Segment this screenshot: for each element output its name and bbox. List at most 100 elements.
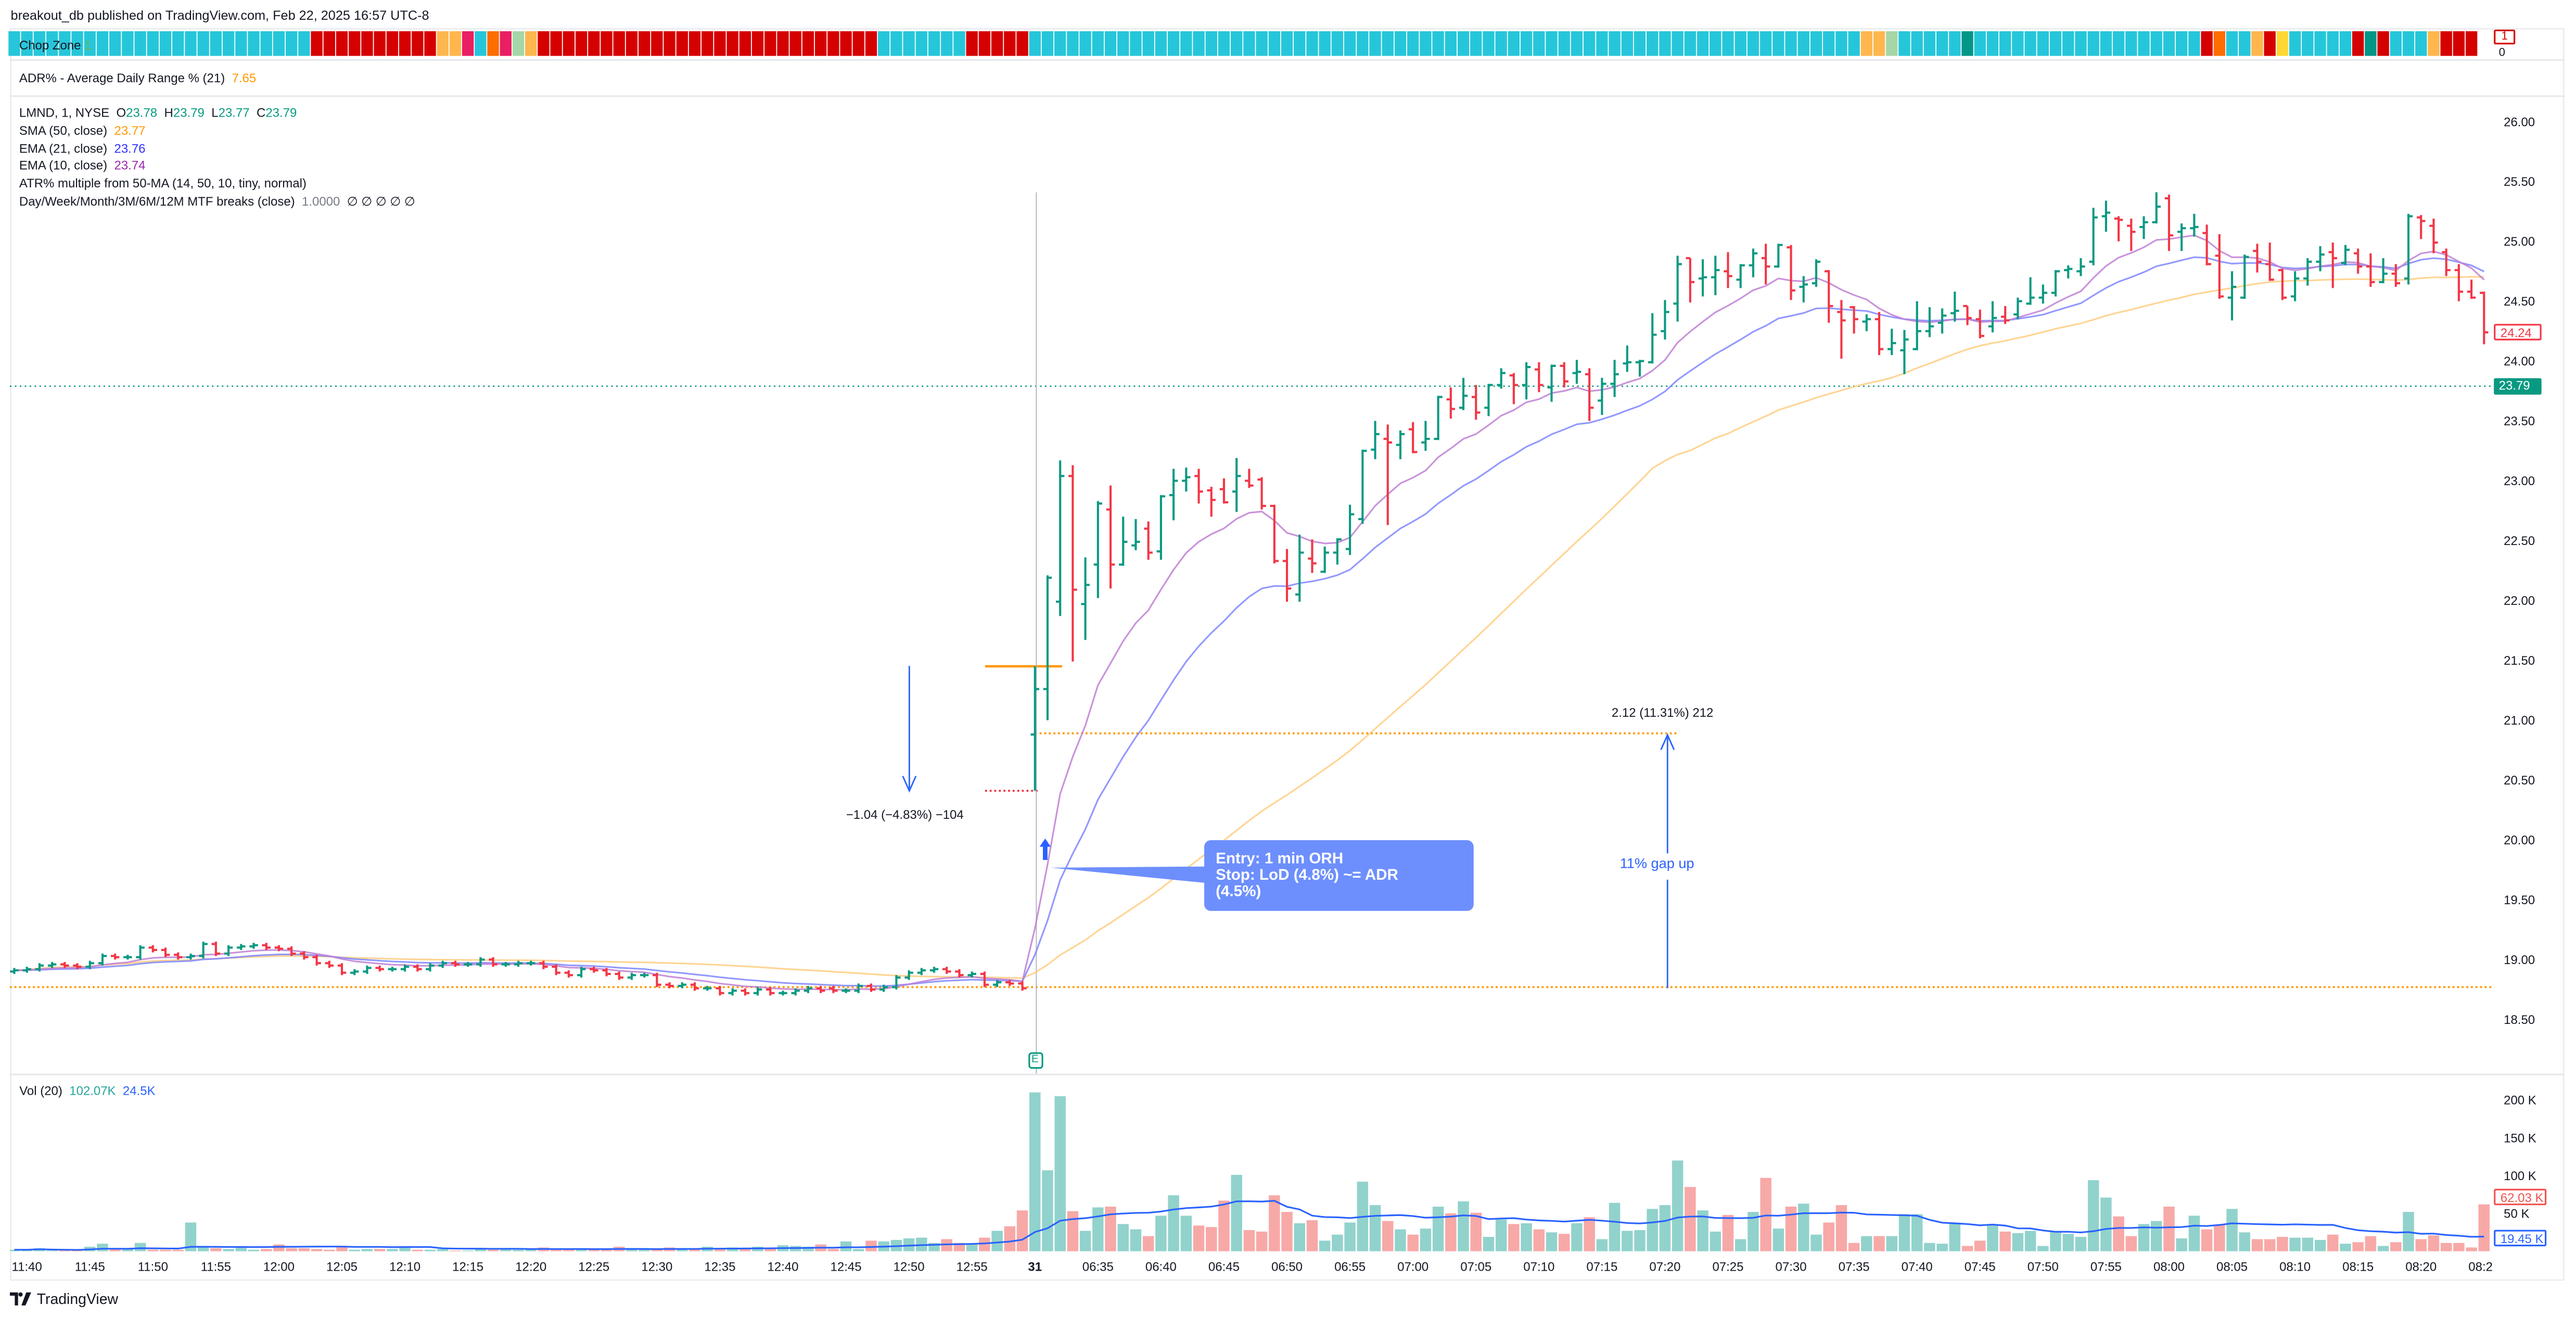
chop-zone-cell: [46, 31, 58, 56]
price-bar: [653, 972, 661, 987]
ema21-legend[interactable]: EMA (21, close) 23.76: [19, 141, 146, 155]
volume-bar: [2214, 1224, 2225, 1251]
time-axis-label: 12:30: [641, 1260, 672, 1274]
earnings-marker[interactable]: E: [1027, 1051, 1043, 1068]
callout-note[interactable]: Entry: 1 min ORH Stop: LoD (4.8%) ~= ADR…: [1204, 839, 1474, 910]
gap-note[interactable]: 11% gap up: [1619, 855, 1694, 872]
chop-zone-cell: [575, 31, 588, 56]
chop-zone-cell: [424, 31, 436, 56]
price-bar: [1371, 421, 1380, 460]
chop-zone-value: 1: [84, 37, 92, 52]
pane-divider[interactable]: [9, 1073, 2565, 1076]
mtf-value: 1.0000: [302, 194, 340, 209]
volume-bar: [1168, 1195, 1179, 1251]
price-bar: [866, 983, 876, 992]
price-axis-label: 24.00: [2504, 354, 2535, 369]
atr-legend[interactable]: ATR% multiple from 50-MA (14, 50, 10, ti…: [19, 176, 307, 191]
price-bar: [602, 968, 611, 977]
chop-zone-cell: [2276, 31, 2289, 56]
chop-zone-cell: [2314, 31, 2326, 56]
chop-zone-cell: [361, 31, 373, 56]
chop-zone-cell: [1117, 31, 1129, 56]
chop-zone-cell: [210, 31, 222, 56]
drawings[interactable]: [902, 666, 1675, 989]
chop-zone-cell: [840, 31, 852, 56]
volume-bar: [588, 1249, 600, 1251]
chop-zone-cell: [1797, 31, 1809, 56]
symbol-legend[interactable]: LMND, 1, NYSE O23.78 H23.79 L23.77 C23.7…: [19, 105, 297, 120]
chop-zone-cell: [1533, 31, 1545, 56]
chop-zone-cell: [386, 31, 399, 56]
measure-up-label[interactable]: 2.12 (11.31%) 212: [1611, 704, 1714, 719]
chop-zone-cell: [2213, 31, 2226, 56]
price-bar: [1937, 308, 1947, 334]
volume-legend[interactable]: Vol (20) 102.07K 24.5K: [19, 1084, 155, 1098]
time-axis-label: 08:00: [2153, 1260, 2185, 1274]
chop-zone-cell: [1331, 31, 1344, 56]
volume-axis-label: 100 K: [2504, 1169, 2536, 1183]
volume-bar: [853, 1249, 864, 1251]
price-bar: [2101, 200, 2111, 232]
volume-bar: [2125, 1236, 2137, 1251]
volume-bar: [1395, 1229, 1406, 1251]
chop-zone-cell: [1986, 31, 1999, 56]
chop-zone-cell: [8, 31, 20, 56]
price-axis-label: 25.00: [2504, 235, 2535, 249]
volume-bar: [1785, 1206, 1797, 1251]
volume-bar: [1861, 1236, 1872, 1251]
chop-zone-cell: [1394, 31, 1407, 56]
volume-bar: [1420, 1229, 1432, 1251]
chop-zone-cell: [2150, 31, 2162, 56]
price-bar: [627, 972, 636, 980]
volume-bar: [1458, 1201, 1469, 1251]
chop-zone-cell: [588, 31, 600, 56]
callout-line: Entry: 1 min ORH: [1216, 847, 1344, 866]
volume-bar: [1281, 1212, 1293, 1251]
volume-bar: [2100, 1197, 2112, 1251]
chop-zone-cell: [739, 31, 751, 56]
chop-zone-cell: [2465, 31, 2478, 56]
volume-bar: [1634, 1230, 1646, 1251]
time-axis-label: 12:35: [704, 1260, 735, 1274]
measure-down-label[interactable]: −1.04 (−4.83%) −104: [846, 807, 964, 822]
price-bar: [1282, 549, 1292, 602]
chop-zone-cell: [1142, 31, 1154, 56]
ema10-legend[interactable]: EMA (10, close) 23.74: [19, 158, 146, 173]
price-bar: [527, 960, 535, 966]
chop-zone-cell: [2188, 31, 2200, 56]
mtf-legend[interactable]: Day/Week/Month/3M/6M/12M MTF breaks (clo…: [19, 194, 415, 209]
volume-bar: [966, 1244, 978, 1251]
volume-bar: [2239, 1232, 2250, 1251]
chop-zone-cell: [928, 31, 940, 56]
sma50-legend[interactable]: SMA (50, close) 23.77: [19, 123, 146, 138]
chop-zone-cell: [1432, 31, 1444, 56]
price-bar: [161, 947, 170, 957]
price-bar: [2454, 264, 2464, 301]
time-axis-label: 06:35: [1082, 1260, 1114, 1274]
price-bar: [2278, 269, 2287, 300]
ema21-line: [14, 256, 2484, 987]
chop-zone-cell: [512, 31, 525, 56]
pane-divider: [9, 94, 2565, 97]
chop-zone-cell: [147, 31, 159, 56]
price-bar: [1345, 504, 1355, 555]
tradingview-logo[interactable]: TradingView: [10, 1291, 118, 1307]
volume-bar: [1710, 1231, 1721, 1251]
price-bar: [47, 961, 57, 968]
volume-bar: [1999, 1231, 2011, 1251]
price-bar: [1572, 360, 1582, 384]
volume-bar: [1961, 1246, 1973, 1251]
price-bar: [1799, 276, 1808, 302]
chop-zone-cell: [664, 31, 675, 56]
chop-zone-cell: [96, 31, 109, 56]
chop-zone-cell: [1558, 31, 1570, 56]
volume-bar: [639, 1249, 650, 1251]
chop-zone-cell: [2264, 31, 2276, 56]
chop-zone-cell: [248, 31, 260, 56]
chop-zone-cell: [2075, 31, 2087, 56]
price-bar: [249, 943, 258, 949]
price-bar: [904, 970, 913, 980]
chop-zone-cell: [1772, 31, 1784, 56]
chop-zone-cell: [2024, 31, 2036, 56]
